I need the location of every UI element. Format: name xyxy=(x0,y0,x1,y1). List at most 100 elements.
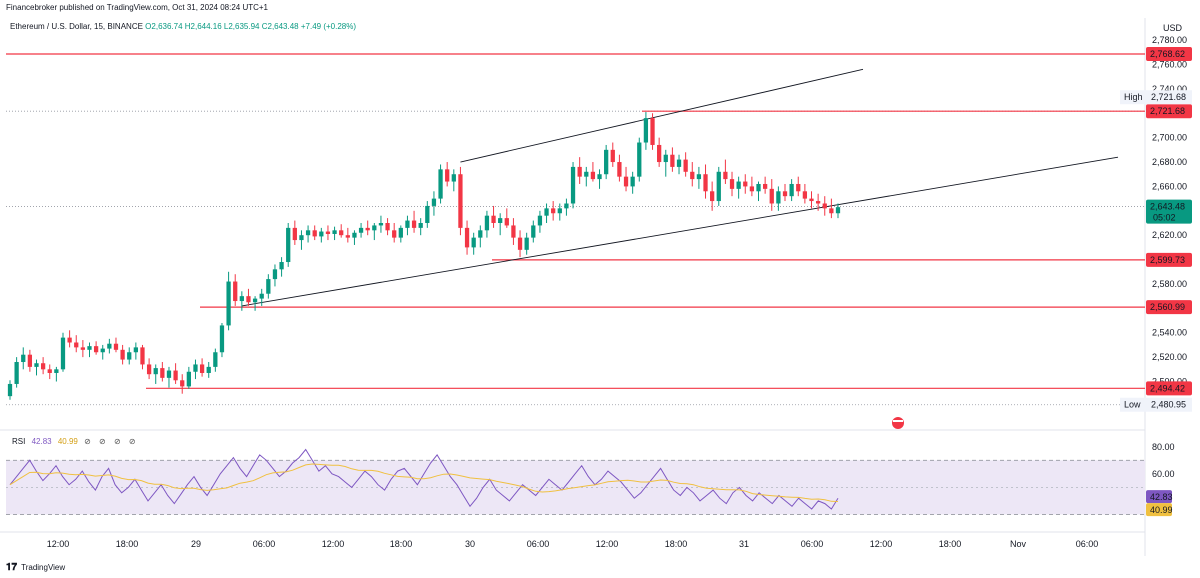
level-tag xyxy=(1146,381,1192,396)
rsi-value-tag-label: 42.83 xyxy=(1150,492,1173,502)
channel-upper-line xyxy=(460,68,864,163)
candle-body xyxy=(160,368,165,378)
candle-body xyxy=(802,191,808,199)
candle-body xyxy=(789,183,794,197)
candle-body xyxy=(358,227,364,233)
candle-body xyxy=(531,225,536,238)
time-tick-label: 29 xyxy=(191,539,201,549)
level-tag xyxy=(1146,252,1192,267)
candle-body xyxy=(319,231,324,237)
level-tag xyxy=(1146,300,1192,315)
candle-body xyxy=(835,207,841,214)
candle-body xyxy=(564,203,569,209)
level-tag-label: 2,599.73 xyxy=(1150,255,1185,265)
candle-body xyxy=(385,223,390,231)
candle-body xyxy=(405,220,410,228)
rsi-legend: RSI 42.83 40.99 ⊘ ⊘ ⊘ ⊘ xyxy=(12,437,139,446)
candle-body xyxy=(696,174,702,180)
rsi-label: RSI xyxy=(12,437,26,446)
candle-body xyxy=(180,380,185,387)
candle-body xyxy=(372,225,377,231)
candle-body xyxy=(140,347,145,365)
candle-body xyxy=(729,179,735,189)
candle-body xyxy=(299,235,304,241)
rsi-tick-label: 80.00 xyxy=(1152,442,1175,452)
candle-body xyxy=(339,230,344,236)
candle-body xyxy=(74,342,79,348)
candle-body xyxy=(690,171,695,180)
footer: 𝟏𝟕 TradingView xyxy=(6,562,65,573)
candle-body xyxy=(146,364,152,375)
time-tick-label: 18:00 xyxy=(390,539,413,549)
ohlc-values: O2,636.74 H2,644.16 L2,635.94 C2,643.48 … xyxy=(145,22,356,31)
candle-body xyxy=(756,183,761,192)
candle-body xyxy=(398,227,403,238)
candle-body xyxy=(617,162,622,177)
price-tick-label: 2,580.00 xyxy=(1152,279,1187,289)
time-tick-label: 31 xyxy=(739,539,749,549)
candle-body xyxy=(590,171,596,180)
candle-body xyxy=(657,144,662,163)
candle-body xyxy=(643,118,649,143)
rsi-ma-tag-label: 40.99 xyxy=(1150,505,1173,515)
candle-body xyxy=(743,181,748,187)
price-tick-label: 2,760.00 xyxy=(1152,59,1187,69)
price-tick-label: 2,700.00 xyxy=(1152,133,1187,143)
candle-body xyxy=(829,208,834,214)
candle-body xyxy=(27,354,33,367)
high-tag xyxy=(1120,90,1192,105)
candle-body xyxy=(610,149,615,163)
symbol-title: Ethereum / U.S. Dollar, 15, BINANCE xyxy=(10,22,143,31)
candle-body xyxy=(637,142,642,177)
candle-body xyxy=(630,176,635,187)
rsi-ma-line xyxy=(9,463,839,502)
candle-body xyxy=(312,230,317,237)
candle-body xyxy=(676,159,682,167)
candle-body xyxy=(524,237,529,250)
rsi-ma-tag xyxy=(1146,503,1172,517)
candle-body xyxy=(650,118,655,145)
candle-body xyxy=(40,363,46,370)
candle-body xyxy=(570,166,576,204)
candle-body xyxy=(60,337,66,370)
rsi-line xyxy=(9,448,839,510)
candle-body xyxy=(478,230,483,238)
candle-body xyxy=(199,364,205,373)
low-tag-value: 2,480.95 xyxy=(1151,400,1186,410)
level-tag xyxy=(1146,104,1192,119)
publisher-line: Financebroker published on TradingView.c… xyxy=(6,3,269,12)
candle-body xyxy=(153,368,158,375)
candle-body xyxy=(173,370,178,381)
candle-body xyxy=(597,174,602,180)
symbol-legend: Ethereum / U.S. Dollar, 15, BINANCE O2,6… xyxy=(10,22,356,31)
candle-body xyxy=(213,352,218,367)
candle-body xyxy=(504,218,509,226)
candle-body xyxy=(166,370,172,378)
tradingview-logo-icon: 𝟏𝟕 xyxy=(6,562,18,573)
level-tag-label: 2,560.99 xyxy=(1150,302,1185,312)
candle-body xyxy=(451,174,456,182)
candle-body xyxy=(716,171,721,202)
rsi-ma-value: 40.99 xyxy=(57,437,78,446)
candle-body xyxy=(100,348,105,353)
candle-body xyxy=(544,208,549,216)
candle-body xyxy=(21,354,26,363)
candle-body xyxy=(67,337,72,343)
time-tick-label: 30 xyxy=(465,539,475,549)
candle-body xyxy=(120,349,125,360)
rsi-settings-icons[interactable]: ⊘ ⊘ ⊘ ⊘ xyxy=(84,437,139,446)
candle-body xyxy=(133,347,138,353)
candle-body xyxy=(683,159,688,172)
candle-body xyxy=(352,232,357,238)
candle-body xyxy=(246,296,251,303)
countdown-label: 05:02 xyxy=(1153,213,1176,223)
candle-body xyxy=(551,208,556,214)
time-tick-label: 06:00 xyxy=(801,539,824,549)
low-tag xyxy=(1120,397,1192,412)
candle-body xyxy=(498,218,503,223)
candle-body xyxy=(54,369,59,373)
candle-body xyxy=(378,223,384,226)
candle-body xyxy=(266,279,271,294)
high-tag-value: 2,721.68 xyxy=(1151,92,1186,102)
